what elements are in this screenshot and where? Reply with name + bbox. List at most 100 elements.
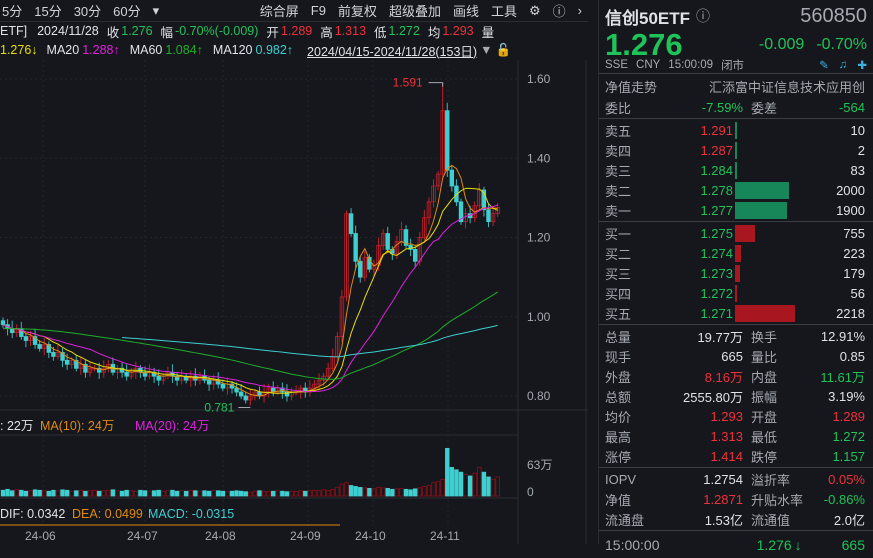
level-price: 1.272 <box>700 285 733 301</box>
bid-level[interactable]: 买四 1.272 56 <box>599 283 873 303</box>
candle-info-row: ETF] 2024/11/28 收 1.276 幅 -0.70%(-0.009) 开… <box>0 22 588 40</box>
chevron-right-icon[interactable]: › <box>577 3 582 18</box>
kline-chart[interactable]: 1.60 1.40 1.20 1.00 0.80 24-06 24-07 24-08 24-09… <box>0 60 588 544</box>
menu-f9[interactable]: F9 <box>310 3 326 18</box>
menu-overlay[interactable]: 超级叠加 <box>388 4 441 19</box>
bid-level[interactable]: 买一 1.275 755 <box>599 223 873 243</box>
volume-bar <box>371 488 377 497</box>
candle <box>87 361 93 377</box>
candle-body <box>321 375 326 381</box>
level-volume: 755 <box>843 225 865 241</box>
candle <box>316 373 322 391</box>
volume-bar <box>271 490 276 497</box>
gear-icon[interactable]: ⚙ <box>528 2 541 18</box>
vol-ma20-legend: MA(20): 24万 <box>135 419 209 433</box>
ask-level[interactable]: 卖二 1.278 2000 <box>599 180 873 200</box>
level-price: 1.271 <box>700 305 733 321</box>
volume-bar <box>161 490 166 497</box>
add-icon[interactable]: ✚ <box>857 60 867 72</box>
menu-adjust[interactable]: 前复权 <box>337 4 377 19</box>
volume-bar <box>14 489 19 497</box>
level-volume: 179 <box>843 265 865 281</box>
info-date: 2024/11/28 <box>37 24 99 38</box>
period-5min[interactable]: 5分 <box>2 4 23 19</box>
volume-bar <box>445 447 450 497</box>
menu-tools[interactable]: 工具 <box>490 4 517 19</box>
edit-icon[interactable]: ✎ <box>819 60 829 72</box>
stat-row: IOPV 1.2754 溢折率 0.05% <box>599 469 873 489</box>
menu-composite[interactable]: 综合屏 <box>259 4 299 19</box>
candle <box>261 384 267 403</box>
period-60min[interactable]: 60分 <box>113 4 141 19</box>
date-range-selector[interactable]: 2024/04/15-2024/11/28(153日) <box>307 44 478 59</box>
last-price: 1.276 <box>605 27 683 62</box>
volume-bar <box>119 490 125 497</box>
level-price: 1.287 <box>700 142 733 158</box>
volume-bar <box>316 490 322 497</box>
volume-bar <box>417 487 422 497</box>
bell-icon[interactable]: ♫ <box>838 59 848 71</box>
candle-body <box>426 201 432 219</box>
volume-bar <box>385 487 390 497</box>
candle-body <box>316 379 322 385</box>
period-15min[interactable]: 15分 <box>34 4 62 19</box>
candle-body <box>362 256 368 278</box>
candle <box>440 82 445 178</box>
volume-bar <box>486 476 491 497</box>
y-tick-label: 1.00 <box>527 310 551 324</box>
stat-label: 总额 <box>605 389 632 405</box>
period-30min[interactable]: 30分 <box>73 4 102 19</box>
volume-bar <box>431 482 436 497</box>
bid-level[interactable]: 买二 1.274 223 <box>599 243 873 263</box>
candle-body <box>32 336 38 345</box>
security-name-tail: ETF] <box>0 24 28 38</box>
volume-bar <box>87 490 93 497</box>
candle <box>358 256 363 283</box>
range-dropdown-icon[interactable]: ▼ <box>480 43 493 57</box>
low-annotation: 0.781 <box>204 401 234 415</box>
volume-bar <box>238 490 244 497</box>
open-value: 1.289 <box>280 24 313 38</box>
info-icon[interactable]: ⓘ <box>696 8 711 24</box>
lock-icon[interactable]: 🔓 <box>495 42 512 57</box>
candle <box>220 379 226 392</box>
ask-level[interactable]: 卖三 1.284 83 <box>599 160 873 180</box>
fund-stats-table: IOPV 1.2754 溢折率 0.05% 净值 1.2871 升贴水率 -0.8… <box>599 469 873 529</box>
stat-label: 最低 <box>751 429 778 445</box>
ask-level[interactable]: 卖五 1.291 10 <box>599 120 873 140</box>
candle <box>115 365 120 379</box>
candle <box>353 225 358 269</box>
ask-level[interactable]: 卖一 1.277 1900 <box>599 200 873 220</box>
volume-bar <box>193 490 198 497</box>
volume-bar <box>307 490 313 497</box>
candle-body <box>312 383 317 389</box>
candle <box>385 226 390 253</box>
volume-bar <box>735 244 805 262</box>
high-label: 高 <box>320 25 333 40</box>
candle <box>330 348 335 372</box>
candle-body <box>87 367 93 373</box>
candle <box>110 357 116 376</box>
ask-level[interactable]: 卖四 1.287 2 <box>599 140 873 160</box>
high-annotation: 1.591 <box>393 76 423 90</box>
volume-bar <box>339 483 345 497</box>
stat-value: 1.272 <box>832 428 865 444</box>
nav-trend-link[interactable]: 净值走势 <box>605 79 658 95</box>
candle-body <box>96 367 102 373</box>
help-icon[interactable]: ⓘ <box>552 4 566 19</box>
open-label: 开 <box>266 25 279 40</box>
bid-level[interactable]: 买五 1.271 2218 <box>599 303 873 323</box>
period-dropdown-icon[interactable]: ▾ <box>152 2 160 18</box>
volume-bar <box>37 489 42 497</box>
ma5-line <box>2 164 498 397</box>
bid-level[interactable]: 买三 1.273 179 <box>599 263 873 283</box>
menu-draw[interactable]: 画线 <box>452 4 479 19</box>
candle-body <box>156 375 161 381</box>
x-tick-label: 24-09 <box>290 529 321 543</box>
level-label: 买一 <box>605 226 632 242</box>
candle <box>362 250 368 282</box>
volume-bar <box>449 467 455 497</box>
close-label: 收 <box>106 25 120 40</box>
candle <box>183 373 189 384</box>
candle-body <box>51 352 56 357</box>
